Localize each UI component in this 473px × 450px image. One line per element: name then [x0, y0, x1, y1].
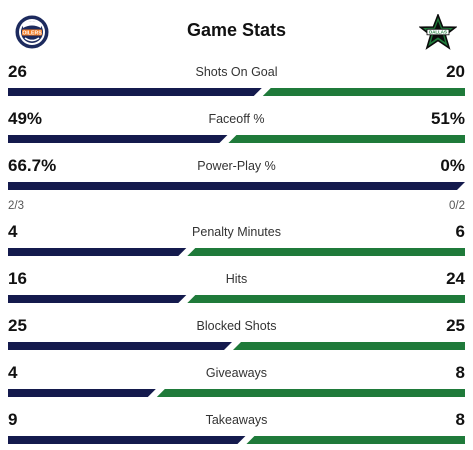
away-bar: [262, 88, 465, 96]
stat-row-shots-on-goal: 26 Shots On Goal 20: [8, 55, 465, 102]
game-stats-header: OILERS Game Stats DALLAS: [0, 0, 473, 62]
away-bar: [228, 135, 465, 143]
home-value: 26: [8, 62, 27, 81]
home-bar: [8, 135, 228, 143]
home-value: 4: [8, 363, 18, 382]
home-value: 4: [8, 222, 18, 241]
stat-label: Giveaways: [205, 366, 268, 380]
stat-label: Penalty Minutes: [192, 225, 281, 239]
away-value: 24: [446, 269, 465, 288]
stars-logo-icon: DALLAS: [418, 12, 458, 50]
home-bar: [8, 436, 246, 444]
comparison-bar: [8, 389, 465, 397]
stat-label: Blocked Shots: [196, 319, 277, 333]
away-sub-value: 0/2: [449, 200, 465, 212]
stat-label: Takeaways: [205, 413, 268, 427]
away-value: 8: [455, 410, 465, 429]
svg-text:OILERS: OILERS: [22, 31, 42, 37]
stat-row-penalty-minutes: 4 Penalty Minutes 6: [8, 215, 465, 262]
home-value: 16: [8, 269, 27, 288]
stats-list: 26 Shots On Goal 20 49% Faceoff % 51% 66.7% Pow…: [8, 55, 465, 450]
stat-label: Shots On Goal: [195, 65, 278, 79]
stat-row-power-play-pct: 66.7% Power-Play % 0% 2/3 0/2: [8, 149, 465, 215]
comparison-bar: [8, 342, 465, 350]
home-bar: [8, 88, 262, 96]
away-bar: [233, 342, 465, 350]
home-sub-value: 2/3: [8, 200, 24, 212]
stat-row-takeaways: 9 Takeaways 8: [8, 403, 465, 450]
away-bar: [187, 295, 465, 303]
home-value: 66.7%: [8, 156, 57, 175]
away-value: 8: [455, 363, 465, 382]
home-value: 9: [8, 410, 18, 429]
home-bar: [8, 389, 156, 397]
away-bar: [187, 248, 465, 256]
stat-row-hits: 16 Hits 24: [8, 262, 465, 309]
comparison-bar: [8, 436, 465, 444]
page-title: Game Stats: [186, 20, 287, 40]
comparison-bar: [8, 135, 465, 143]
home-bar: [8, 248, 187, 256]
away-bar: [246, 436, 465, 444]
stat-row-giveaways: 4 Giveaways 8: [8, 356, 465, 403]
comparison-bar: [8, 88, 465, 96]
comparison-bar: [8, 295, 465, 303]
home-value: 25: [8, 316, 27, 335]
home-bar: [8, 342, 232, 350]
stat-label: Hits: [225, 272, 248, 286]
away-bar: [156, 389, 465, 397]
stat-row-blocked-shots: 25 Blocked Shots 25: [8, 309, 465, 356]
away-value: 20: [446, 62, 465, 81]
away-value: 25: [446, 316, 465, 335]
stat-row-faceoff-pct: 49% Faceoff % 51%: [8, 102, 465, 149]
comparison-bar: [8, 248, 465, 256]
home-bar: [8, 295, 187, 303]
away-value: 0%: [440, 156, 465, 175]
home-bar: [8, 182, 465, 190]
oilers-logo-icon: OILERS: [15, 15, 49, 49]
comparison-bar: [8, 182, 465, 190]
away-value: 6: [455, 222, 465, 241]
svg-text:DALLAS: DALLAS: [429, 30, 447, 35]
stat-label: Faceoff %: [208, 112, 265, 126]
away-value: 51%: [430, 109, 465, 128]
home-value: 49%: [8, 109, 43, 128]
stat-label: Power-Play %: [197, 159, 276, 173]
